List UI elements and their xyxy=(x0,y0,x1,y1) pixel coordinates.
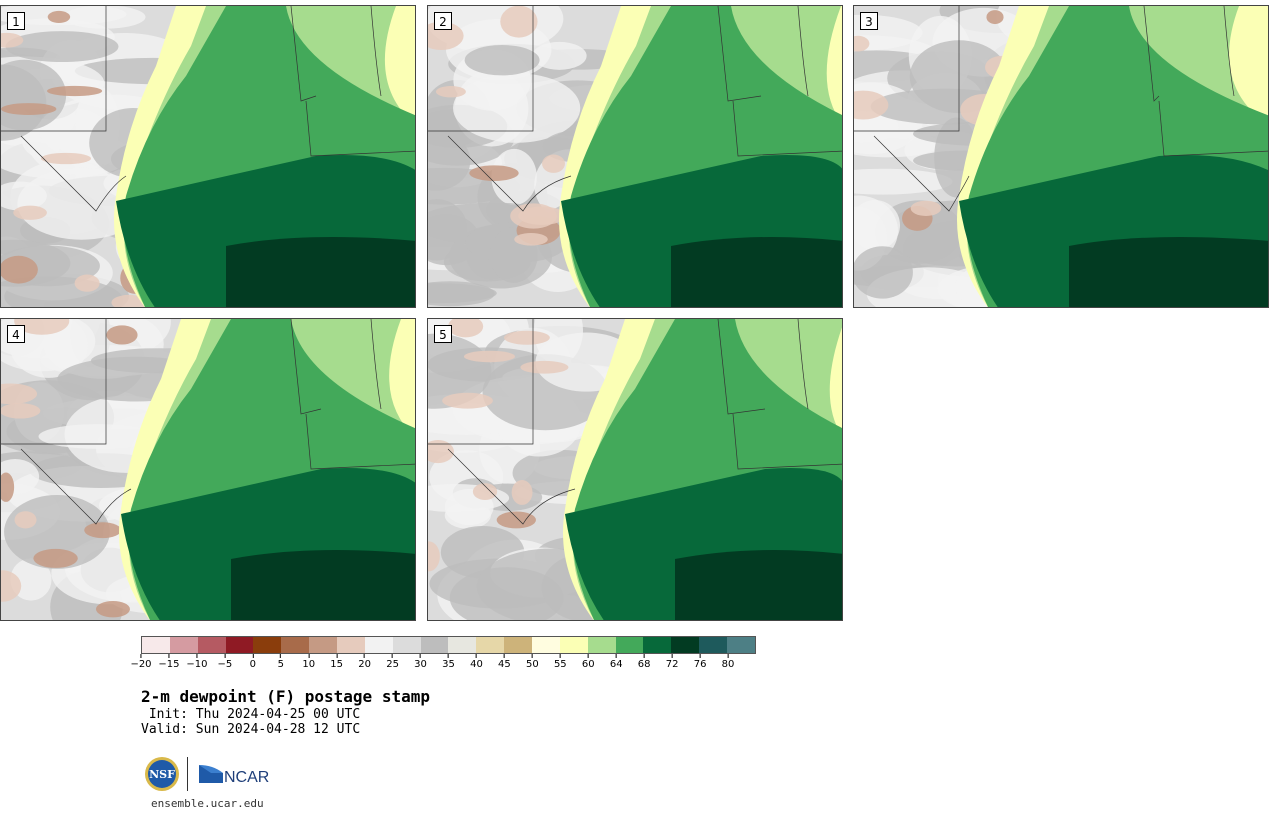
colorbar-tick: −20 xyxy=(130,654,151,670)
panel-number-label: 3 xyxy=(860,12,878,30)
colorbar-segment xyxy=(392,637,421,653)
colorbar-segment xyxy=(643,637,672,653)
colorbar-segment xyxy=(142,637,170,653)
colorbar-segment xyxy=(281,637,310,653)
map-panel-1: 1 xyxy=(0,5,416,308)
colorbar-tick: 0 xyxy=(250,654,256,670)
colorbar-segment xyxy=(337,637,365,653)
svg-text:NSF: NSF xyxy=(149,768,175,781)
colorbar-tick: 30 xyxy=(414,654,427,670)
colorbar-segment xyxy=(727,637,755,653)
colorbar-segment xyxy=(309,637,338,653)
init-time: Init: Thu 2024-04-25 00 UTC xyxy=(141,707,361,722)
website-url: ensemble.ucar.edu xyxy=(151,797,264,810)
colorbar-tick: 64 xyxy=(610,654,623,670)
colorbar-tick: 40 xyxy=(470,654,483,670)
colorbar-tick: 76 xyxy=(694,654,707,670)
colorbar-tick: 20 xyxy=(358,654,371,670)
colorbar-tick: −10 xyxy=(186,654,207,670)
colorbar-tick: 45 xyxy=(498,654,511,670)
colorbar-segment xyxy=(699,637,728,653)
colorbar-tick: 80 xyxy=(722,654,735,670)
colorbar-tick: 10 xyxy=(302,654,315,670)
colorbar-segment xyxy=(364,637,393,653)
colorbar-segment xyxy=(615,637,644,653)
valid-time: Valid: Sun 2024-04-28 12 UTC xyxy=(141,722,361,737)
colorbar-segment xyxy=(532,637,560,653)
panel-number-label: 1 xyxy=(7,12,25,30)
logo-block: NSF NCAR xyxy=(144,756,273,792)
colorbar-tick: 15 xyxy=(330,654,343,670)
colorbar-segment xyxy=(169,637,198,653)
colorbar-segment xyxy=(476,637,505,653)
map-panel-2: 2 xyxy=(427,5,843,308)
colorbar-tick: 72 xyxy=(666,654,679,670)
colorbar-tick: 35 xyxy=(442,654,455,670)
colorbar-tick: 55 xyxy=(554,654,567,670)
dewpoint-colorbar xyxy=(141,636,756,654)
panel-number-label: 2 xyxy=(434,12,452,30)
colorbar-tick-labels: −20 −15 −10 −5 0 5 10 15 20 25 30 35 40 45 50 55 60 64 68 7… xyxy=(130,654,756,674)
colorbar-tick: 5 xyxy=(278,654,284,670)
colorbar-segment xyxy=(197,637,226,653)
map-panel-4: 4 xyxy=(0,318,416,621)
colorbar-segment xyxy=(225,637,254,653)
map-panel-3: 3 xyxy=(853,5,1269,308)
colorbar-segment xyxy=(504,637,533,653)
panel-number-label: 5 xyxy=(434,325,452,343)
colorbar-segment xyxy=(671,637,700,653)
colorbar-tick: 68 xyxy=(638,654,651,670)
colorbar-tick: 25 xyxy=(386,654,399,670)
map-panel-5: 5 xyxy=(427,318,843,621)
map-title: 2-m dewpoint (F) postage stamp xyxy=(141,687,430,706)
colorbar-tick: 50 xyxy=(526,654,539,670)
colorbar-tick: 60 xyxy=(582,654,595,670)
colorbar-tick: −5 xyxy=(217,654,232,670)
colorbar-segment xyxy=(448,637,477,653)
ncar-logo-icon: NCAR xyxy=(199,765,269,786)
colorbar-segment xyxy=(420,637,449,653)
colorbar-segment xyxy=(559,637,588,653)
nsf-logo-icon: NSF xyxy=(145,757,179,791)
colorbar-segment xyxy=(253,637,282,653)
colorbar-tick: −15 xyxy=(158,654,179,670)
svg-text:NCAR: NCAR xyxy=(224,769,269,786)
logo-divider xyxy=(187,757,188,791)
colorbar-segment xyxy=(587,637,616,653)
panel-number-label: 4 xyxy=(7,325,25,343)
